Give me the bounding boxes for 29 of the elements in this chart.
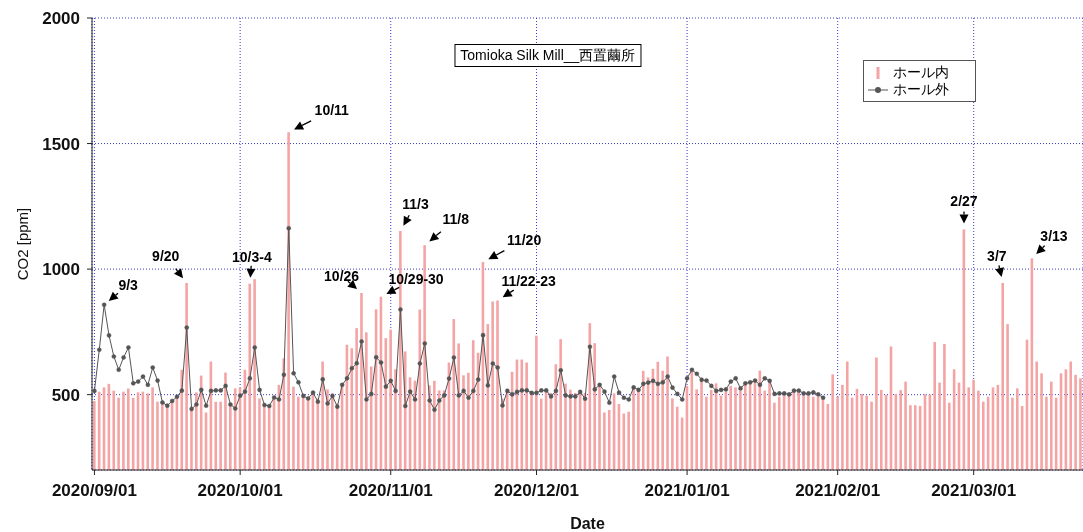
x-tick-label: 2020/12/01 [493,481,580,501]
annotation: 10/29-30 [388,270,444,287]
legend-label: ホール内 [893,64,949,81]
annotation: 9/20 [152,247,180,264]
y-tick-label: 1000 [42,260,80,280]
annotation: 11/20 [506,232,542,249]
x-tick-label: 2020/10/01 [197,481,283,501]
y-tick-label: 500 [51,385,80,405]
x-tick-label: 2020/11/01 [348,481,433,501]
annotation: 9/3 [118,276,139,293]
x-tick-label: 2021/01/01 [644,481,730,501]
y-tick-label: 2000 [42,9,80,29]
x-axis-title: Date [570,515,605,532]
annotation: 3/7 [987,247,1007,264]
y-tick-label: 1500 [42,134,80,154]
x-tick-label: 2021/03/01 [931,481,1017,501]
annotation: 11/8 [442,211,470,228]
annotation: 2/27 [950,193,978,210]
legend-label: ホール外 [893,81,949,98]
x-tick-label: 2021/02/01 [795,481,881,501]
annotation: 10/11 [314,102,350,119]
annotation: 11/3 [402,195,429,212]
annotation: 10/26 [324,267,360,284]
annotation: 11/22-23 [501,272,557,289]
title-box: Tomioka Silk Mill__西置繭所 [454,44,642,67]
y-axis-title: CO2 [ppm] [14,207,32,281]
annotation: 10/3-4 [232,248,272,265]
x-tick-label: 2020/09/01 [51,481,137,501]
annotation: 3/13 [1040,228,1068,245]
